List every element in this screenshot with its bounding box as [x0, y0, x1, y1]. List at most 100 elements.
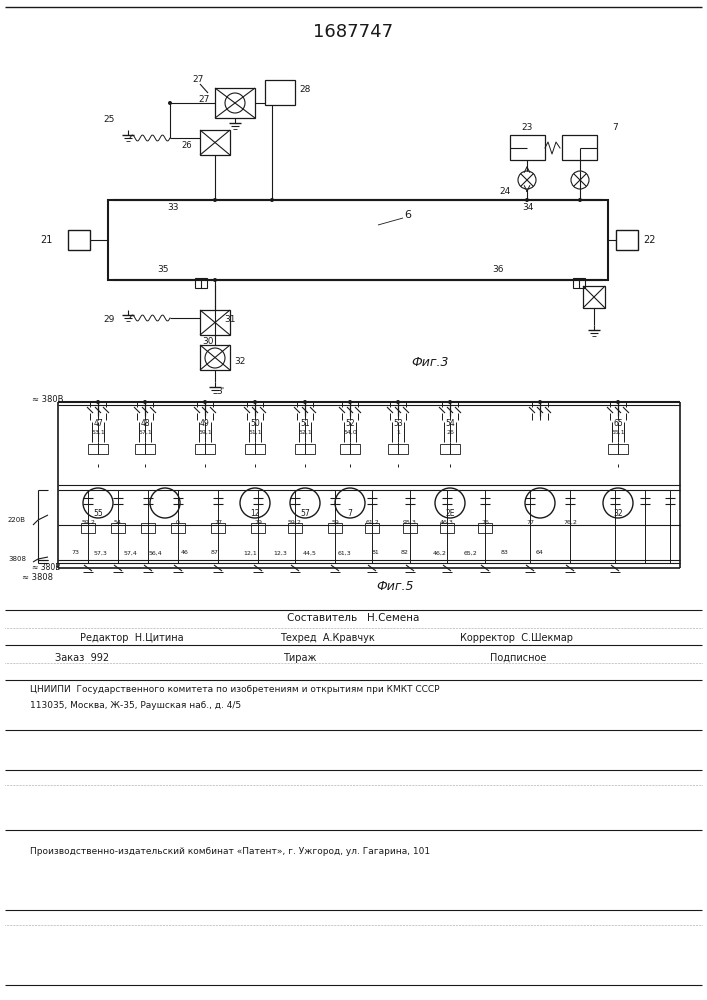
Bar	[440, 523, 454, 533]
Bar	[108, 200, 608, 280]
Text: 54,0: 54,0	[343, 430, 357, 434]
Bar	[81, 523, 95, 533]
Bar	[573, 278, 585, 288]
Text: 44,5: 44,5	[303, 550, 317, 556]
Bar	[245, 444, 265, 454]
Bar	[195, 278, 207, 288]
Text: 79: 79	[254, 520, 262, 524]
Text: 51: 51	[300, 420, 310, 428]
Text: 1687747: 1687747	[313, 23, 393, 41]
Circle shape	[270, 198, 274, 202]
Text: 26: 26	[182, 140, 192, 149]
Text: 32: 32	[613, 508, 623, 518]
Text: 76: 76	[481, 520, 489, 524]
Text: Подписное: Подписное	[490, 653, 547, 663]
Bar	[200, 130, 230, 155]
Text: 83: 83	[501, 550, 509, 556]
Text: 65,2: 65,2	[463, 550, 477, 556]
Circle shape	[168, 101, 172, 105]
Text: 95,3: 95,3	[403, 520, 417, 524]
Text: 55,1: 55,1	[611, 430, 625, 434]
Bar	[135, 444, 155, 454]
Text: 59,2: 59,2	[81, 520, 95, 524]
Text: 55: 55	[93, 508, 103, 518]
Text: 49: 49	[200, 420, 210, 428]
Text: 48: 48	[140, 420, 150, 428]
Text: 50: 50	[250, 420, 260, 428]
Text: ≈ 3808: ≈ 3808	[22, 574, 53, 582]
Bar	[478, 523, 492, 533]
Bar	[68, 230, 90, 250]
Circle shape	[303, 400, 307, 404]
Bar	[195, 444, 215, 454]
Text: 51,1: 51,1	[248, 430, 262, 434]
Bar	[340, 444, 360, 454]
Text: 52: 52	[345, 420, 355, 428]
Circle shape	[253, 400, 257, 404]
Bar	[388, 444, 408, 454]
Circle shape	[213, 278, 217, 282]
Text: Фиг.3: Фиг.3	[411, 356, 449, 368]
Text: 36: 36	[492, 265, 504, 274]
Text: 28: 28	[299, 86, 310, 95]
Text: 25: 25	[104, 115, 115, 124]
Bar	[365, 523, 379, 533]
Circle shape	[143, 400, 147, 404]
Text: 35: 35	[157, 265, 169, 274]
Text: 12,1: 12,1	[243, 550, 257, 556]
Text: ≈ 380В: ≈ 380В	[32, 395, 64, 404]
Text: 31: 31	[224, 316, 235, 324]
Text: 57: 57	[300, 508, 310, 518]
Text: 46: 46	[181, 550, 189, 556]
Text: 65: 65	[613, 420, 623, 428]
Text: Корректор  С.Шекмар: Корректор С.Шекмар	[460, 633, 573, 643]
Text: 77: 77	[526, 520, 534, 524]
Text: 12,3: 12,3	[273, 550, 287, 556]
Text: Заказ  992: Заказ 992	[55, 653, 109, 663]
Bar	[510, 135, 545, 160]
Text: 29: 29	[104, 316, 115, 324]
Text: 26: 26	[446, 430, 454, 434]
Text: Техред  А.Кравчук: Техред А.Кравчук	[280, 633, 375, 643]
Text: 220В: 220В	[8, 517, 26, 523]
Bar	[403, 523, 417, 533]
Bar	[200, 345, 230, 370]
Text: 53: 53	[393, 420, 403, 428]
Text: 3': 3'	[216, 387, 224, 396]
Text: 82: 82	[401, 550, 409, 556]
Text: 53,1: 53,1	[91, 430, 105, 434]
Text: Производственно-издательский комбинат «Патент», г. Ужгород, ул. Гагарина, 101: Производственно-издательский комбинат «П…	[30, 848, 430, 856]
Bar	[215, 88, 255, 118]
Circle shape	[448, 400, 452, 404]
Text: 54: 54	[114, 520, 122, 524]
Text: Фиг.5: Фиг.5	[376, 580, 414, 592]
Text: 59: 59	[331, 520, 339, 524]
Text: 73: 73	[71, 550, 79, 556]
Text: 46,2: 46,2	[433, 550, 447, 556]
Circle shape	[525, 198, 529, 202]
Text: ЦНИИПИ  Государственного комитета по изобретениям и открытиям при КМКТ СССР: ЦНИИПИ Государственного комитета по изоб…	[30, 686, 440, 694]
Text: 61,2: 61,2	[365, 520, 379, 524]
Text: 7: 7	[612, 123, 618, 132]
Circle shape	[96, 400, 100, 404]
Text: 27: 27	[192, 76, 204, 85]
Text: 56,4: 56,4	[148, 550, 162, 556]
Text: Редактор  Н.Цитина: Редактор Н.Цитина	[80, 633, 184, 643]
Circle shape	[348, 400, 352, 404]
Bar	[211, 523, 225, 533]
Text: 0: 0	[176, 520, 180, 524]
Text: ≈ 380В: ≈ 380В	[32, 564, 60, 572]
Text: 23: 23	[521, 123, 532, 132]
Text: 24: 24	[499, 188, 510, 196]
Text: 59,1: 59,1	[198, 430, 212, 434]
Bar	[171, 523, 185, 533]
Circle shape	[578, 198, 582, 202]
Text: 21: 21	[40, 235, 53, 245]
Bar	[608, 444, 628, 454]
Bar	[288, 523, 302, 533]
Circle shape	[213, 198, 217, 202]
Bar	[440, 444, 460, 454]
Bar	[88, 444, 108, 454]
Text: 3808: 3808	[8, 556, 26, 562]
Bar	[562, 135, 597, 160]
